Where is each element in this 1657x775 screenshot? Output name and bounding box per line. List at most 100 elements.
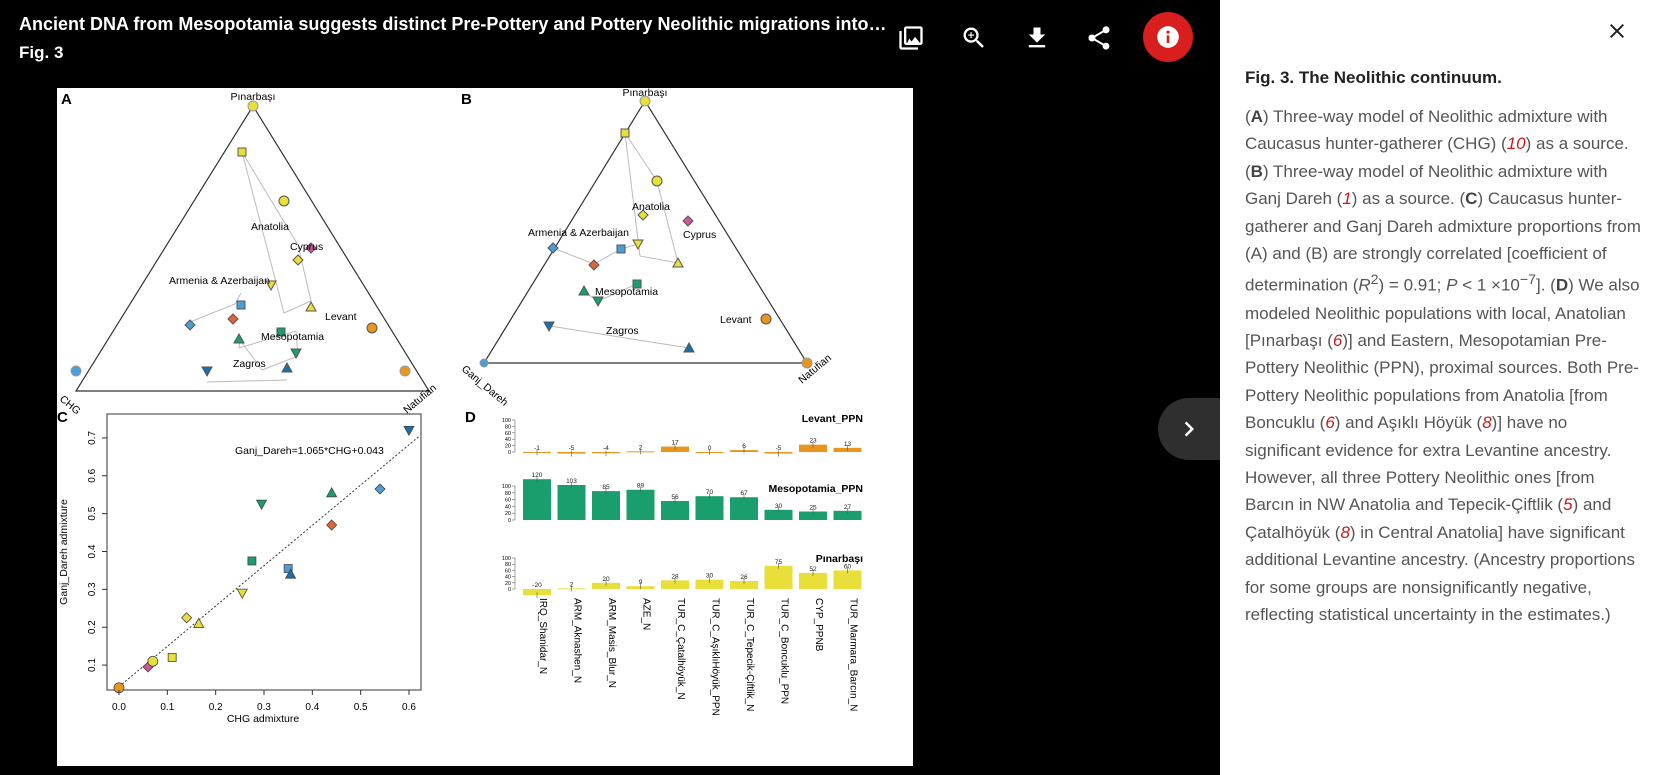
y-tick-label: 20 — [505, 581, 511, 587]
scatter-point — [181, 612, 193, 624]
group-label: Anatolia — [632, 201, 670, 213]
series-name: Pınarbaşı — [816, 553, 863, 565]
reference-link[interactable]: 1 — [1342, 189, 1352, 209]
marker — [547, 242, 559, 254]
bar — [799, 572, 827, 589]
info-button[interactable] — [1143, 12, 1193, 62]
marker — [292, 254, 304, 266]
reference-link[interactable]: 8 — [1340, 522, 1350, 542]
bar — [557, 484, 586, 520]
data-label: 75 — [775, 559, 783, 566]
reference-link[interactable]: 8 — [1482, 413, 1492, 433]
marker — [632, 239, 644, 251]
data-label: 85 — [602, 484, 610, 491]
bar — [730, 497, 758, 520]
corner-right-b: Natufian — [796, 352, 834, 386]
bar — [661, 500, 689, 520]
y-tick-label: 80 — [505, 424, 511, 430]
gallery-button[interactable] — [894, 21, 928, 55]
category-label: IRQ_Shanidar_N — [537, 598, 548, 674]
data-label: -4 — [603, 445, 609, 452]
marker — [281, 361, 293, 373]
data-label: 67 — [740, 490, 748, 497]
zoom-in-button[interactable] — [957, 21, 991, 55]
category-label: TUR_C_AşıklıHöyük_PPN — [710, 598, 721, 716]
data-label: 30 — [775, 503, 783, 510]
x-tick-label: 0.3 — [257, 702, 271, 713]
scatter-point — [284, 568, 297, 579]
group-label: Cyprus — [290, 241, 323, 253]
figure-image: A Pınarbaşı CHG Natufian — [57, 88, 913, 766]
share-button[interactable] — [1082, 21, 1116, 55]
category-label: ARM_Masis_Blur_N — [606, 598, 617, 688]
y-tick-label: 40 — [505, 575, 511, 581]
bar — [626, 489, 655, 520]
markers-a — [70, 100, 411, 378]
data-label: -5 — [569, 445, 575, 452]
corner-top-b: Pınarbaşı — [623, 88, 668, 99]
marker — [237, 147, 247, 157]
x-tick-label: 0.2 — [209, 702, 223, 713]
data-label: 27 — [844, 504, 852, 511]
marker — [236, 300, 246, 310]
share-icon — [1088, 26, 1110, 50]
download-button[interactable] — [1020, 21, 1054, 55]
bar — [592, 582, 620, 589]
next-figure-button[interactable] — [1158, 398, 1220, 460]
download-icon — [1028, 27, 1046, 48]
data-label: 70 — [706, 489, 714, 496]
data-label: 28 — [671, 573, 679, 580]
group-label: Cyprus — [683, 229, 716, 241]
marker — [682, 215, 694, 227]
reference-link[interactable]: 10 — [1506, 134, 1526, 154]
reference-link[interactable]: 5 — [1563, 495, 1573, 515]
x-tick-label: 0.6 — [402, 702, 416, 713]
scatter-point — [236, 588, 248, 599]
corner-top-a: Pınarbaşı — [231, 91, 276, 103]
marker — [592, 296, 604, 308]
y-tick-label: 0.5 — [87, 506, 98, 520]
marker — [578, 284, 590, 296]
ternary-triangle-b — [482, 99, 809, 364]
panel-b: B Pınarbaşı Ganj_Dareh Natufian — [459, 88, 834, 409]
marker — [366, 322, 378, 334]
y-tick-label: 60 — [505, 568, 511, 574]
marker — [651, 175, 663, 187]
reference-link[interactable]: 6 — [1325, 413, 1335, 433]
y-tick-label: 40 — [505, 504, 511, 510]
panel-b-label: B — [461, 91, 472, 108]
y-tick-labels: 0.1 0.2 0.3 0.4 0.5 0.6 0.7 — [87, 431, 98, 672]
category-label: TUR_Marmara_Barcın_N — [848, 598, 859, 711]
x-tick-label: 0.4 — [305, 702, 319, 713]
marker — [543, 321, 555, 333]
scatter-point — [167, 653, 177, 662]
article-title: Ancient DNA from Mesopotamia suggests di… — [19, 14, 889, 34]
close-button[interactable] — [1600, 14, 1634, 48]
group-label: Zagros — [606, 325, 639, 337]
marker — [233, 332, 245, 344]
group-labels-b: Anatolia Cyprus Armenia & Azerbaijan Lev… — [528, 201, 752, 337]
marker — [588, 259, 600, 271]
category-label: AZE_N — [641, 598, 652, 630]
y-tick-label: 0.6 — [87, 468, 98, 482]
data-label: 0 — [708, 445, 712, 452]
marker — [616, 244, 626, 254]
y-tick-label: 0 — [508, 450, 511, 456]
scatter-point — [325, 486, 338, 498]
y-tick-label: 0.2 — [87, 620, 98, 634]
marker — [632, 279, 642, 289]
data-label: 60 — [844, 563, 852, 570]
panel-d: D Levant_PPN Mesopotamia_PPN Pınarbaşı 1… — [465, 409, 863, 716]
reference-link[interactable]: 6 — [1332, 330, 1343, 350]
x-tick-label: 0.0 — [112, 702, 126, 713]
data-label: -5 — [776, 445, 782, 452]
group-label: Zagros — [233, 358, 266, 370]
group-label: Mesopotamia — [261, 331, 324, 343]
group-label: Levant — [325, 311, 357, 323]
marker — [479, 358, 489, 368]
y-tick-label: 0.1 — [87, 658, 98, 672]
y-tick-label: 60 — [505, 431, 511, 437]
y-tick-label: 100 — [502, 556, 511, 562]
x-tick-label: 0.1 — [160, 702, 174, 713]
marker — [683, 341, 695, 353]
